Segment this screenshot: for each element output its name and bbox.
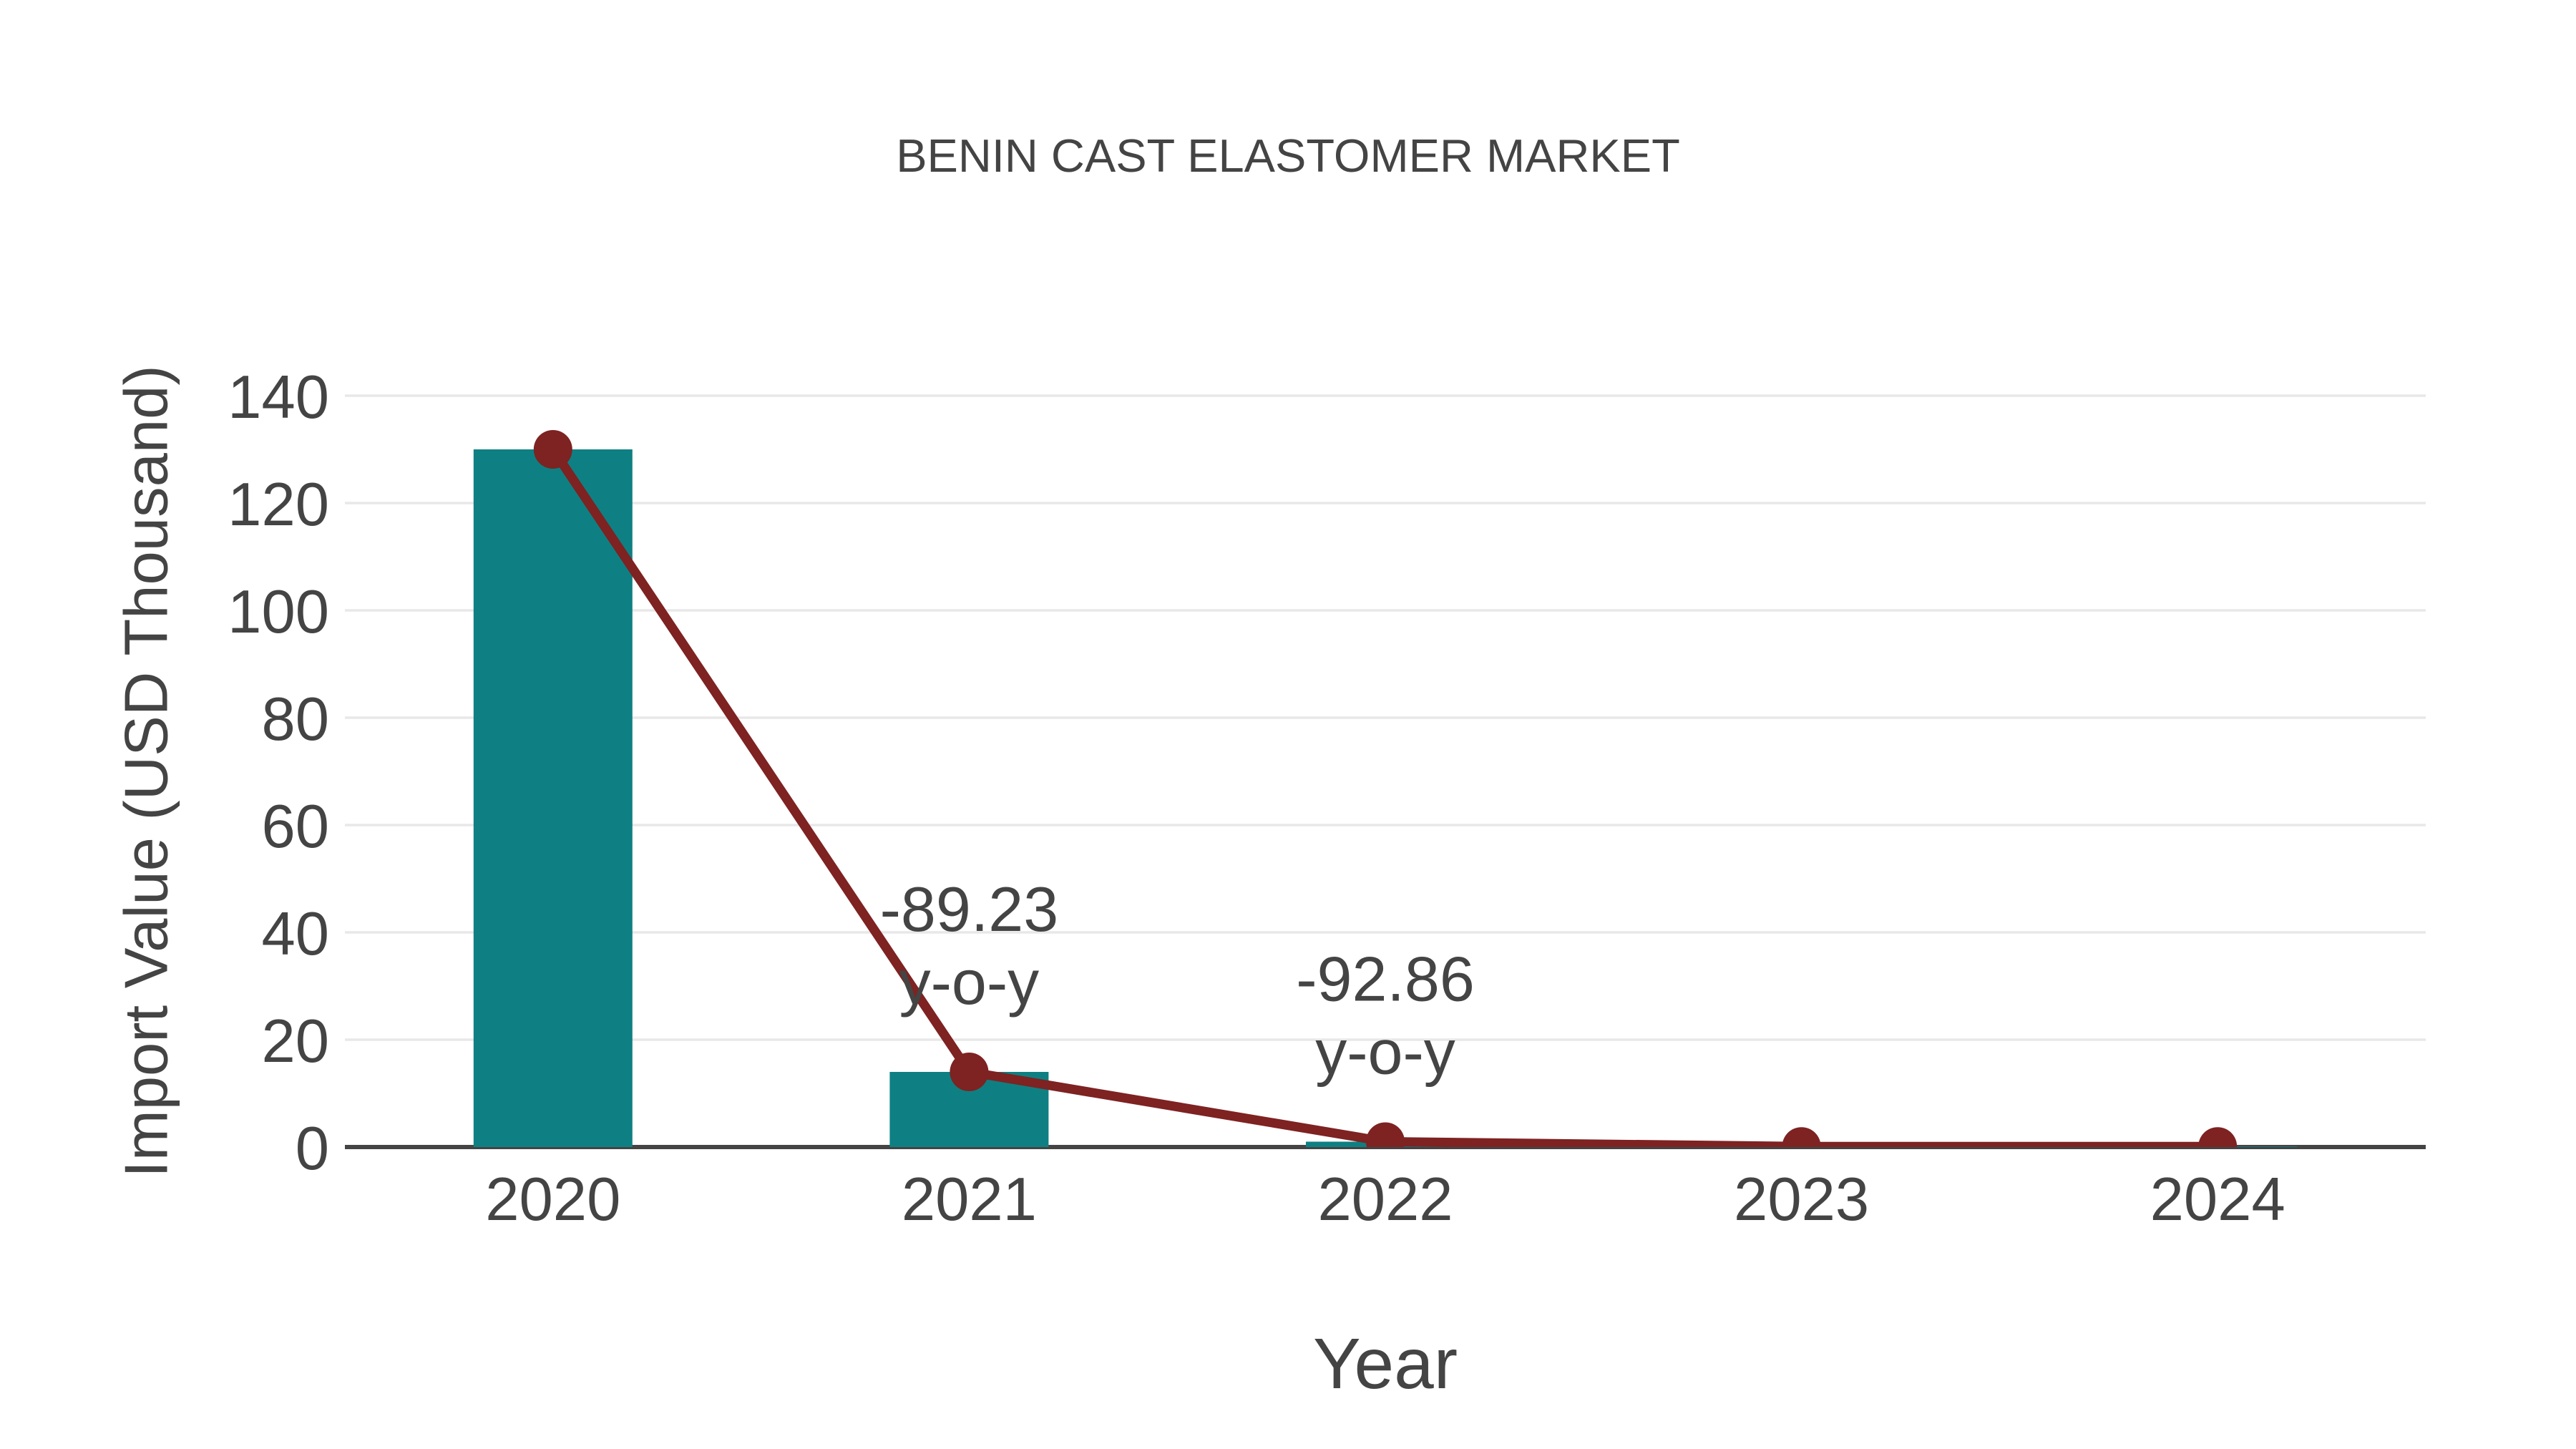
gridlines [345,394,2426,1041]
line-series [533,430,2238,1147]
chart-title: BENIN CAST ELASTOMER MARKET [896,130,1680,182]
marker-2024 [2198,1127,2238,1147]
y-tick-label-100: 100 [228,578,329,646]
annotation-2021-line2: y-o-y [899,947,1040,1018]
marker-2023 [1782,1127,1821,1147]
annotation-2022-line1: -92.86 [1296,944,1475,1015]
bar-series [473,449,2298,1147]
y-tick-label-140: 140 [228,364,329,431]
marker-2020 [533,430,572,469]
annotation-2022-line2: y-o-y [1315,1017,1455,1088]
y-axis-title: Import Value (USD Thousand) [113,365,181,1177]
y-tick-label-60: 60 [261,793,329,861]
x-axis-title: Year [1313,1324,1458,1404]
annotation-2021-line1: -89.23 [880,874,1059,945]
annotations: -89.23y-o-y -92.86y-o-y [880,874,1475,1088]
y-tick-label-0: 0 [296,1115,329,1183]
bar-2020 [473,449,633,1147]
x-tick-label-2024: 2024 [2150,1166,2285,1234]
y-tick-label-80: 80 [261,686,329,753]
marker-2022 [1366,1122,1405,1147]
x-tick-label-2022: 2022 [1317,1166,1453,1234]
y-tick-label-20: 20 [261,1008,329,1075]
x-axis-tick-labels: 2020 2021 2022 2023 2024 [485,1166,2285,1234]
x-tick-label-2020: 2020 [485,1166,620,1234]
y-tick-label-120: 120 [228,471,329,539]
marker-2021 [950,1053,989,1091]
y-axis-tick-labels: 0 20 40 60 80 100 120 140 [228,364,329,1183]
y-tick-label-40: 40 [261,900,329,968]
x-tick-label-2023: 2023 [1734,1166,1869,1234]
x-tick-label-2021: 2021 [902,1166,1037,1234]
